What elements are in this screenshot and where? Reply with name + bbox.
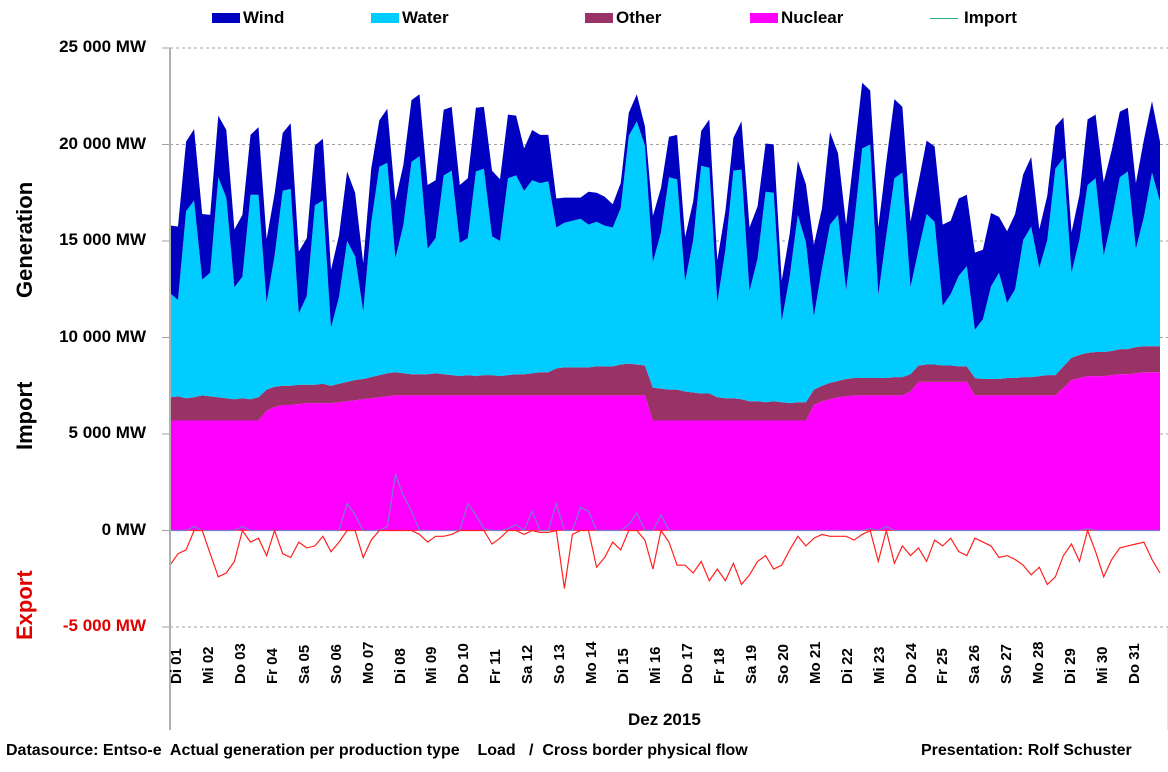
legend-label-nuclear: Nuclear <box>781 8 844 27</box>
x-tick-label: Di 01 <box>168 648 185 684</box>
export-line <box>169 528 1161 589</box>
x-tick-label: Mi 16 <box>647 646 665 684</box>
y-tick-label: 0 MW <box>101 519 146 539</box>
x-tick-label: Mi 09 <box>423 646 441 684</box>
x-tick-label: Mi 02 <box>199 646 217 684</box>
x-tick-label: Do 31 <box>1126 643 1144 684</box>
legend-item-import: Import <box>930 8 1017 28</box>
x-tick-label: Fr 11 <box>487 648 505 684</box>
y-tick-label: 10 000 MW <box>59 326 146 346</box>
x-tick-label: Sa 12 <box>519 644 537 684</box>
x-tick-label: Sa 05 <box>295 644 313 684</box>
x-tick-label: Sa 19 <box>742 644 760 684</box>
area-nuclear <box>170 372 1160 531</box>
x-tick-label: Mo 14 <box>583 641 601 684</box>
x-tick-label: Do 24 <box>902 643 920 684</box>
x-tick-label: So 27 <box>998 643 1016 684</box>
legend-swatch-wind <box>212 13 240 23</box>
x-tick-label: Mi 23 <box>870 646 888 684</box>
y-tick-label: 25 000 MW <box>59 37 146 56</box>
x-tick-label: Fr 25 <box>934 648 952 684</box>
legend: Wind Water Other Nuclear Import <box>0 8 1168 30</box>
area-other <box>170 346 1160 421</box>
x-tick-label: Fr 04 <box>263 648 281 684</box>
x-tick-label: Di 08 <box>391 648 409 684</box>
x-tick-label: So 13 <box>551 643 569 684</box>
legend-item-nuclear: Nuclear <box>750 8 843 28</box>
axis-title-generation: Generation <box>12 181 37 298</box>
x-tick-label: Sa 26 <box>966 644 984 684</box>
axis-title-import: Import <box>12 381 37 450</box>
legend-swatch-nuclear <box>750 13 778 23</box>
y-tick-label: -5 000 MW <box>62 616 146 635</box>
footer-datasource: Datasource: Entso-e Actual generation pe… <box>6 742 748 759</box>
x-tick-label: Mo 07 <box>359 641 377 684</box>
x-tick-label: Di 22 <box>838 648 856 684</box>
x-tick-label: So 06 <box>327 643 345 684</box>
legend-label-import: Import <box>964 8 1017 27</box>
x-tick-label: Mo 28 <box>1030 641 1048 684</box>
legend-item-other: Other <box>585 8 661 28</box>
x-tick-label: So 20 <box>774 643 792 684</box>
x-axis-title: Dez 2015 <box>628 710 701 729</box>
legend-line-import <box>930 17 958 19</box>
legend-item-water: Water <box>371 8 449 28</box>
legend-label-other: Other <box>616 8 662 27</box>
y-tick-label: 20 000 MW <box>59 133 146 153</box>
footer-presentation: Presentation: Rolf Schuster <box>921 742 1132 759</box>
x-tick-label: Do 10 <box>455 643 473 684</box>
x-tick-label: Mo 21 <box>806 641 824 684</box>
legend-swatch-water <box>371 13 399 23</box>
legend-item-wind: Wind <box>212 8 284 28</box>
y-tick-label: 15 000 MW <box>59 230 146 249</box>
x-tick-label: Do 03 <box>231 643 249 684</box>
axis-title-export: Export <box>12 570 37 640</box>
x-tick-label: Fr 18 <box>710 648 728 684</box>
x-tick-label: Mi 30 <box>1094 646 1112 684</box>
x-tick-label: Di 29 <box>1062 648 1080 684</box>
legend-swatch-other <box>585 13 613 23</box>
x-tick-label: Do 17 <box>678 643 696 684</box>
y-tick-label: 5 000 MW <box>68 423 146 442</box>
area-wind <box>170 82 1160 330</box>
x-tick-label: Di 15 <box>615 648 633 684</box>
area-water <box>170 121 1160 404</box>
legend-label-water: Water <box>402 8 449 27</box>
import-line <box>170 472 1160 532</box>
legend-label-wind: Wind <box>243 8 285 27</box>
